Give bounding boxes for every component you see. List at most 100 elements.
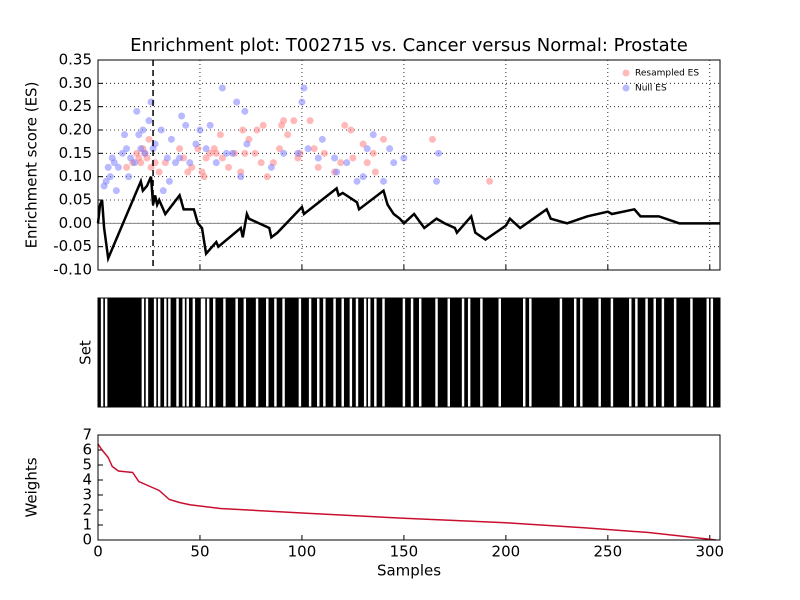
scatter-point: [104, 163, 112, 171]
scatter-point: [241, 149, 249, 157]
scatter-point: [102, 177, 110, 185]
y-tick-label: 0.30: [59, 74, 92, 92]
x-tick-label: 250: [594, 543, 623, 561]
set-gap: [200, 298, 204, 407]
set-gap: [480, 298, 483, 407]
set-gap: [710, 298, 714, 407]
scatter-point: [141, 149, 149, 157]
set-gap: [341, 298, 344, 407]
set-gap: [418, 298, 422, 407]
plot-frame: [97, 59, 721, 271]
scatter-point: [233, 98, 241, 106]
scatter-point: [331, 154, 339, 162]
scatter-point: [145, 135, 153, 143]
set-gap: [145, 298, 149, 407]
set-gap: [706, 298, 709, 407]
scatter-point: [349, 154, 357, 162]
scatter-point: [359, 173, 367, 181]
x-tick-label: 300: [695, 543, 724, 561]
set-gap: [355, 298, 359, 407]
x-tick-label: 100: [288, 543, 317, 561]
scatter-point: [218, 154, 226, 162]
scatter-point: [157, 126, 165, 134]
y-tick-label: 5: [82, 456, 92, 474]
scatter-point: [229, 149, 237, 157]
scatter-point: [314, 163, 322, 171]
set-gap: [435, 298, 438, 407]
scatter-point: [178, 112, 186, 120]
set-gap: [467, 298, 471, 407]
y-axis-label: Weights: [23, 457, 41, 517]
scatter-point: [380, 135, 388, 143]
scatter-point: [196, 126, 204, 134]
set-gap: [308, 298, 312, 407]
y-tick-label: 0.00: [59, 214, 92, 232]
scatter-point: [184, 168, 192, 176]
scatter-point: [341, 121, 349, 129]
set-gap: [349, 298, 353, 407]
scatter-point: [225, 163, 233, 171]
y-tick-label: 0.15: [59, 144, 92, 162]
y-tick-label: 0.05: [59, 191, 92, 209]
scatter-point: [251, 149, 259, 157]
legend-label: Resampled ES: [635, 69, 699, 79]
set-gap: [182, 298, 185, 407]
scatter-point: [263, 173, 271, 181]
scatter-point: [314, 154, 322, 162]
scatter-point: [200, 173, 208, 181]
x-tick-label: 200: [492, 543, 521, 561]
legend-marker: [622, 69, 630, 77]
set-bars: [98, 298, 720, 407]
scatter-point: [123, 163, 131, 171]
set-gap: [410, 298, 414, 407]
scatter-point: [163, 154, 171, 162]
plot-frame: [97, 297, 721, 408]
scatter-point: [127, 154, 135, 162]
scatter-point: [237, 173, 245, 181]
set-gap: [192, 298, 196, 407]
scatter-point: [118, 149, 126, 157]
scatter-point: [267, 163, 275, 171]
y-tick-label: -0.10: [53, 261, 92, 279]
scatter-point: [390, 159, 398, 167]
scatter-point: [155, 168, 163, 176]
scatter-point: [363, 159, 371, 167]
scatter-point: [123, 145, 131, 153]
set-gap: [235, 298, 238, 407]
y-axis-label: Set: [77, 340, 95, 365]
scatter-point: [310, 145, 318, 153]
set-gap: [266, 298, 269, 407]
scatter-point: [114, 163, 122, 171]
set-gap: [186, 298, 189, 407]
y-tick-label: 7: [82, 426, 92, 444]
set-gap: [673, 298, 677, 407]
set-gap: [598, 298, 601, 407]
scatter-point: [218, 84, 226, 92]
y-tick-label: 1: [82, 516, 92, 534]
scatter-point: [135, 131, 143, 139]
x-tick-label: 0: [93, 543, 103, 561]
set-gap: [282, 298, 285, 407]
y-tick-label: 2: [82, 501, 92, 519]
y-tick-label: 4: [82, 471, 92, 489]
set-gap: [661, 298, 665, 407]
scatter-point: [212, 159, 220, 167]
set-gap: [206, 298, 210, 407]
scatter-point: [304, 145, 312, 153]
scatter-point: [386, 145, 394, 153]
set-gap: [141, 298, 145, 407]
set-gap: [653, 298, 656, 407]
set-gap: [153, 298, 157, 407]
scatter-point: [337, 159, 345, 167]
set-gap: [402, 298, 406, 407]
scatter-point: [369, 149, 377, 157]
scatter-point: [306, 117, 314, 125]
scatter-point: [400, 154, 408, 162]
scatter-point: [133, 107, 141, 115]
scatter-point: [257, 159, 265, 167]
scatter-point: [159, 187, 167, 195]
set-gap: [368, 298, 371, 407]
set-gap: [580, 298, 583, 407]
set-gap: [176, 298, 179, 407]
